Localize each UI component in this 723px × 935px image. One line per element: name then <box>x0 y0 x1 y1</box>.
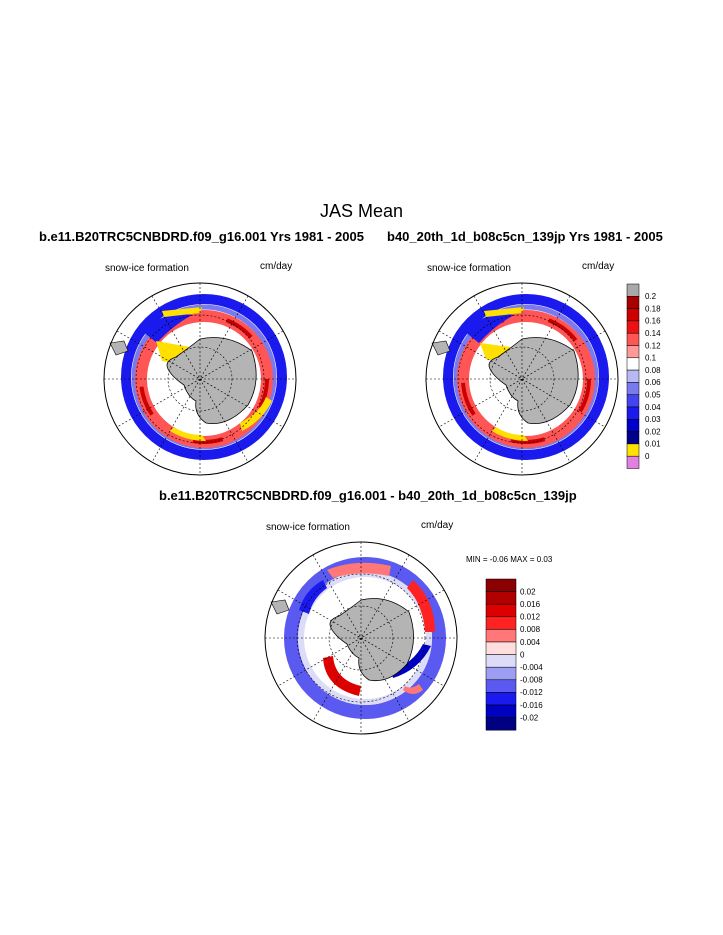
main-colorbar-label: 0.03 <box>645 415 661 424</box>
diff-antarctica-shape <box>329 598 414 682</box>
left-panel-title: b.e11.B20TRC5CNBDRD.f09_g16.001 Yrs 1981… <box>39 229 364 244</box>
main-colorbar: 0.2 0.18 0.16 0.14 0.12 0.1 0.08 0.06 0.05 0.04 0.… <box>626 283 661 469</box>
main-colorbar-swatch <box>626 394 640 408</box>
main-colorbar-label: 0.02 <box>645 427 661 436</box>
diff-colorbar-swatch <box>485 629 517 643</box>
main-colorbar-label: 0.01 <box>645 440 661 449</box>
diff-colorbar-swatch <box>485 717 517 731</box>
page-title: JAS Mean <box>319 201 404 221</box>
diff-colorbar-swatch <box>485 666 517 681</box>
left-units-label: cm/day <box>260 261 293 272</box>
diff-colorbar-label: 0.004 <box>520 638 541 647</box>
diff-colorbar-label: 0.008 <box>520 625 541 634</box>
diff-colorbar-label: -0.012 <box>520 688 543 697</box>
diff-colorbar-label: -0.02 <box>520 713 539 722</box>
diff-min-label: MIN = <box>466 555 488 564</box>
diff-units-label: cm/day <box>421 520 454 531</box>
diff-colorbar-swatch <box>485 603 517 618</box>
main-colorbar-label: 0.14 <box>645 329 661 338</box>
left-polar-map <box>103 282 297 476</box>
main-colorbar-swatch <box>626 283 640 297</box>
diff-colorbar-label: 0.016 <box>520 600 541 609</box>
main-colorbar-label: 0.18 <box>645 304 661 313</box>
main-colorbar-label: 0.2 <box>645 292 657 301</box>
diff-colorbar-swatch <box>485 692 517 706</box>
right-antarctica-shape <box>488 337 579 424</box>
diff-min-value: -0.06 <box>489 555 509 564</box>
main-colorbar-swatch <box>626 406 640 420</box>
left-antarctica-shape <box>166 337 257 424</box>
diff-variable-label: snow-ice formation <box>266 522 350 533</box>
diff-colorbar-label: -0.016 <box>520 701 543 710</box>
main-colorbar-swatch <box>626 345 640 359</box>
diff-colorbar-label: 0.02 <box>520 587 536 596</box>
diff-colorbar-swatch <box>485 641 517 655</box>
diff-min-max: MIN = -0.06 MAX = 0.03 <box>466 555 552 564</box>
main-colorbar-label: 0.04 <box>645 403 661 412</box>
right-units-label: cm/day <box>582 261 615 272</box>
diff-colorbar-swatch <box>485 679 517 693</box>
diff-polar-map <box>264 541 458 735</box>
main-colorbar-swatch <box>626 443 640 457</box>
right-panel-title: b40_20th_1d_b08c5cn_139jp Yrs 1981 - 200… <box>387 229 663 244</box>
right-variable-label: snow-ice formation <box>427 263 511 274</box>
diff-colorbar: 0.02 0.016 0.012 0.008 0.004 0 -0.004 -0.008 -0.… <box>485 578 543 731</box>
main-colorbar-swatch <box>626 455 640 469</box>
left-variable-label: snow-ice formation <box>105 263 189 274</box>
main-colorbar-label: 0.16 <box>645 317 661 326</box>
main-colorbar-swatch <box>626 431 640 445</box>
right-polar-map <box>425 282 619 476</box>
diff-colorbar-swatch <box>485 616 517 630</box>
main-colorbar-swatch <box>626 419 640 432</box>
main-colorbar-label: 0.06 <box>645 378 661 387</box>
diff-colorbar-swatch <box>485 591 517 605</box>
diff-panel-title: b.e11.B20TRC5CNBDRD.f09_g16.001 - b40_20… <box>159 488 577 503</box>
main-colorbar-swatch <box>626 332 640 346</box>
main-colorbar-swatch <box>626 296 640 309</box>
main-colorbar-swatch <box>626 382 640 395</box>
diff-colorbar-swatch <box>485 704 517 718</box>
main-colorbar-swatch <box>626 320 640 334</box>
main-colorbar-swatch <box>626 308 640 322</box>
main-colorbar-swatch <box>626 357 640 371</box>
diff-colorbar-label: -0.004 <box>520 663 543 672</box>
diff-colorbar-swatch <box>485 578 517 592</box>
main-colorbar-swatch <box>626 369 640 383</box>
diff-max-value: 0.03 <box>536 555 553 564</box>
main-colorbar-label: 0.05 <box>645 391 661 400</box>
main-colorbar-label: 0 <box>645 452 650 461</box>
diff-max-label: MAX = <box>510 555 535 564</box>
diff-colorbar-swatch <box>485 654 517 668</box>
main-colorbar-label: 0.1 <box>645 354 657 363</box>
diff-colorbar-label: -0.008 <box>520 676 543 685</box>
diff-colorbar-label: 0.012 <box>520 613 541 622</box>
diff-colorbar-label: 0 <box>520 650 525 659</box>
main-colorbar-label: 0.12 <box>645 341 661 350</box>
main-colorbar-label: 0.08 <box>645 366 661 375</box>
